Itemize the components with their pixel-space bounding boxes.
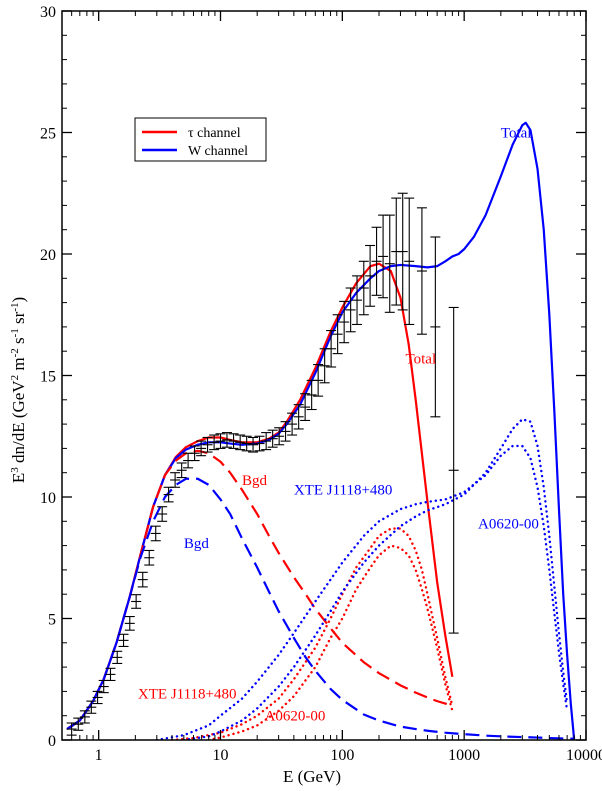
annotation-7: A0620-00: [265, 709, 326, 725]
annotation-0: Total: [501, 125, 532, 141]
data-point-41: [332, 314, 343, 355]
ticks-layer: 1 10 100 1000 10000 0 5 10 15 20 25 30: [40, 4, 602, 764]
legend: τ channel W channel: [134, 117, 267, 162]
svg-text:E3 dn/dE (GeV2 m-2 s-1 sr-1): E3 dn/dE (GeV2 m-2 s-1 sr-1): [9, 297, 28, 483]
y-axis-label: E3 dn/dE (GeV2 m-2 s-1 sr-1): [9, 297, 28, 483]
data-point-14: [157, 506, 168, 522]
data-point-1: [73, 717, 84, 731]
data-point-20: [196, 440, 207, 457]
x-axis-label: E (GeV): [283, 767, 341, 786]
curves-layer: [66, 121, 576, 740]
y-tick-label-6: 30: [40, 4, 56, 21]
data-point-42: [339, 300, 350, 344]
data-point-48: [378, 214, 389, 299]
annotation-6: XTE J1118+480: [138, 687, 237, 703]
legend-label-w: W channel: [188, 144, 248, 159]
data-point-40: [326, 329, 337, 368]
data-point-55: [448, 306, 459, 634]
data-point-51: [397, 192, 408, 311]
annotation-3: Bgd: [184, 536, 210, 552]
legend-label-tau: τ channel: [188, 126, 241, 141]
data-point-31: [267, 429, 278, 448]
data-point-10: [131, 594, 142, 609]
data-point-52: [404, 197, 415, 326]
series-line-7: [182, 418, 569, 740]
y-tick-label-5: 25: [40, 126, 56, 143]
data-point-3: [86, 700, 97, 714]
x-tick-label-0: 1: [95, 747, 103, 764]
y-tick-label-2: 10: [40, 490, 56, 507]
data-point-35: [293, 404, 304, 430]
y-tick-label-0: 0: [48, 733, 56, 750]
data-point-25: [228, 433, 239, 449]
data-point-34: [287, 412, 298, 436]
data-point-16: [170, 472, 181, 488]
data-point-7: [112, 650, 123, 665]
annotation-1: Total: [406, 351, 437, 367]
data-point-49: [384, 214, 395, 313]
data-point-8: [118, 633, 129, 647]
data-point-32: [274, 427, 285, 446]
data-point-28: [248, 436, 259, 453]
x-tick-label-2: 100: [330, 747, 354, 764]
y-tick-label-4: 20: [40, 247, 56, 264]
data-point-27: [241, 435, 252, 452]
annotation-2: Bgd: [242, 473, 268, 489]
data-point-29: [254, 435, 265, 452]
x-tick-label-3: 1000: [448, 747, 480, 764]
data-point-37: [306, 379, 317, 411]
data-point-2: [79, 710, 90, 724]
data-point-9: [124, 616, 135, 631]
data-point-44: [352, 275, 363, 326]
legend-box: [134, 117, 267, 162]
series-line-4: [170, 527, 454, 740]
annotations-layer: Total Total Bgd Bgd XTE J1118+480 A0620-00 XTE…: [138, 125, 539, 724]
data-point-6: [105, 667, 116, 682]
data-point-54: [430, 236, 441, 418]
data-point-17: [176, 462, 187, 479]
data-points-layer: [66, 192, 459, 736]
series-line-6: [155, 444, 569, 740]
data-point-23: [215, 433, 226, 449]
data-point-33: [280, 421, 291, 442]
data-point-22: [209, 434, 220, 451]
data-point-47: [371, 226, 382, 296]
data-point-26: [235, 434, 246, 451]
annotation-4: XTE J1118+480: [294, 483, 393, 499]
data-point-36: [300, 393, 311, 422]
data-point-53: [416, 207, 427, 335]
series-line-3: [66, 477, 575, 740]
x-tick-label-4: 10000: [566, 747, 602, 764]
data-point-13: [150, 525, 161, 542]
y-tick-label-3: 15: [40, 369, 56, 386]
data-point-46: [365, 244, 376, 307]
data-point-45: [358, 260, 369, 316]
data-point-21: [202, 436, 213, 453]
data-point-38: [313, 364, 324, 397]
annotation-5: A0620-00: [478, 517, 539, 533]
data-point-11: [137, 571, 148, 588]
y-tick-label-1: 5: [48, 612, 56, 629]
data-point-30: [261, 432, 272, 451]
data-point-43: [345, 287, 356, 333]
data-point-4: [92, 690, 103, 705]
x-tick-label-1: 10: [213, 747, 229, 764]
data-point-19: [189, 445, 200, 462]
data-point-12: [144, 549, 155, 566]
data-point-24: [221, 432, 232, 448]
